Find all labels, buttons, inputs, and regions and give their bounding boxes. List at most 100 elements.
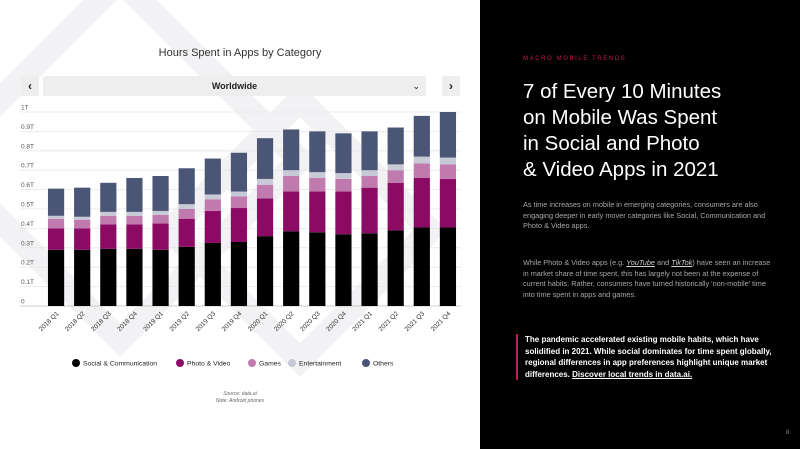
region-dropdown[interactable]: Worldwide ⌄ (43, 76, 426, 96)
legend-label: Others (373, 361, 394, 368)
headline-line: in Social and Photo (523, 132, 700, 155)
legend-swatch (362, 359, 370, 367)
bar-segment (361, 170, 378, 177)
x-tick-label: 2019 Q3 (195, 310, 218, 333)
y-tick-label: 0.6T (21, 182, 34, 189)
bar-segment (100, 211, 117, 216)
region-dropdown-label: Worldwide (211, 81, 258, 91)
legend-label: Games (259, 361, 282, 368)
x-tick-label: 2020 Q3 (299, 310, 322, 333)
bar-segment (256, 236, 274, 306)
x-tick-label: 2020 Q1 (247, 310, 270, 333)
note-line: Note: Android phones (215, 398, 265, 404)
bar-segment (126, 248, 143, 306)
headline: 7 of Every 10 Minutes on Mobile Was Spen… (523, 79, 788, 183)
bar-segment (283, 170, 300, 177)
x-tick-label: 2019 Q2 (169, 310, 192, 333)
legend-swatch (288, 359, 296, 367)
y-tick-label: 0.7T (21, 163, 34, 170)
bar-segment (283, 176, 300, 192)
bar-segment (47, 218, 65, 229)
bar-segment (47, 249, 65, 306)
bar-segment (309, 172, 326, 178)
bar-segment (387, 230, 404, 306)
youtube-link[interactable]: YouTube (626, 258, 655, 267)
paragraph-text: and (654, 258, 672, 267)
legend-swatch (176, 359, 184, 367)
bar-segment (204, 158, 221, 195)
bar-segment (256, 198, 274, 237)
bar-segment (152, 223, 169, 250)
y-tick-label: 0.8T (21, 143, 34, 150)
bar-segment (439, 112, 457, 158)
bar-segment (387, 127, 404, 165)
bar-segment (230, 208, 248, 242)
next-button[interactable]: › (442, 76, 460, 96)
headline-line: 7 of Every 10 Minutes (523, 80, 722, 103)
bar-segment (74, 219, 91, 229)
x-tick-label: 2020 Q2 (273, 310, 296, 333)
x-tick-label: 2021 Q4 (430, 310, 453, 333)
x-tick-label: 2019 Q1 (142, 310, 165, 333)
bar-segment (74, 187, 91, 217)
bar-segment (335, 133, 352, 174)
x-tick-label: 2018 Q4 (116, 310, 139, 333)
bar-segment (204, 194, 221, 200)
chevron-down-icon: ⌄ (412, 81, 420, 91)
y-tick-label: 0.4T (21, 221, 34, 228)
y-tick-label: 0.5T (21, 202, 34, 209)
bar-segment (204, 199, 221, 211)
bar-segment (126, 224, 143, 249)
bar-segment (178, 218, 195, 247)
bar-segment (230, 152, 248, 192)
y-tick-label: 1T (21, 105, 29, 112)
previous-button[interactable]: ‹ (21, 76, 39, 96)
source-note: Source: data.ai Note: Android phones (0, 391, 480, 405)
tiktok-link[interactable]: TikTok (671, 258, 693, 267)
bar-segment (335, 178, 352, 192)
bar-segment (47, 228, 65, 250)
bar-segment (152, 210, 169, 215)
bar-segment (283, 191, 300, 232)
x-tick-label: 2021 Q1 (351, 310, 374, 333)
bar-segment (230, 241, 248, 306)
bar-segment (439, 164, 457, 179)
y-tick-label: 0 (21, 299, 25, 306)
bar-segment (361, 131, 378, 171)
bar-segment (361, 176, 378, 188)
paragraph-text: ) have seen an increase in market share … (523, 258, 771, 299)
bar-segment (74, 228, 91, 250)
bar-segment (413, 163, 430, 178)
x-tick-label: 2021 Q2 (378, 310, 401, 333)
legend-label: Photo & Video (187, 361, 231, 368)
paragraph-text: While Photo & Video apps (e.g. (523, 258, 627, 267)
chart-panel: Hours Spent in Apps by Category ‹ Worldw… (0, 0, 480, 405)
bar-segment (387, 164, 404, 171)
bar-segment (178, 246, 195, 306)
bar-segment (256, 184, 274, 199)
x-tick-label: 2018 Q2 (64, 310, 87, 333)
bar-segment (335, 234, 352, 306)
bar-segment (309, 191, 326, 233)
bar-segment (387, 182, 404, 231)
bar-segment (335, 191, 352, 235)
source-line: Source: data.ai (223, 391, 257, 397)
discover-link[interactable]: Discover local trends in data.ai. (572, 369, 693, 379)
bar-segment (74, 249, 91, 306)
y-tick-label: 0.9T (21, 124, 34, 131)
legend-label: Social & Communication (83, 361, 157, 368)
bar-segment (230, 191, 248, 197)
bar-segment (413, 156, 430, 164)
y-tick-label: 0.2T (21, 260, 34, 267)
bar-segment (204, 210, 221, 243)
bar-segment (309, 177, 326, 192)
bar-segment (413, 177, 430, 228)
bar-segment (204, 242, 221, 306)
bar-segment (74, 216, 91, 220)
legend-swatch (248, 359, 256, 367)
bar-segment (439, 157, 457, 165)
headline-line: & Video Apps in 2021 (523, 158, 719, 181)
bar-segment (100, 215, 117, 225)
bar-segment (256, 178, 274, 185)
bar-segment (100, 182, 117, 212)
